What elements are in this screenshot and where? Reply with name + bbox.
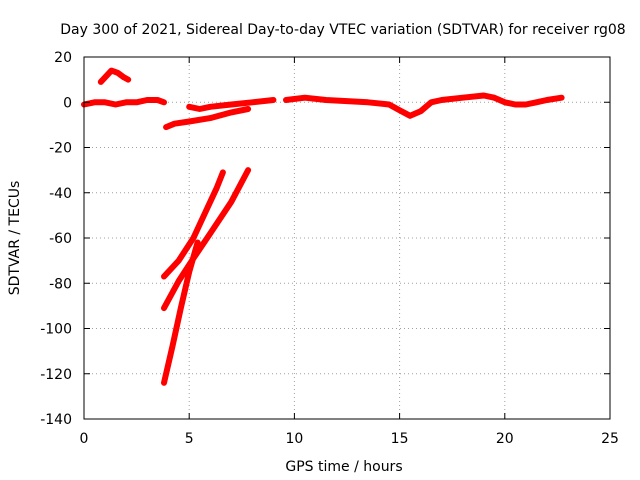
x-tick-label: 15 [391,431,409,447]
trace-main-0-4 [81,97,167,108]
y-tick-label: -60 [49,231,72,247]
trace-arc-1-2 [97,67,132,85]
trace-steep-c [161,239,201,386]
x-tick-label: 0 [80,431,89,447]
trace-steep-a [161,169,226,280]
x-tick-label: 5 [185,431,194,447]
y-tick-label: -40 [49,186,72,202]
y-tick-label: -140 [40,412,72,428]
y-tick-label: 20 [54,50,72,66]
series-layer [81,67,565,386]
x-tick-label: 20 [496,431,514,447]
trace-lower-4-8 [163,106,252,131]
trace-main-10-23 [283,92,565,119]
x-tick-label: 10 [285,431,303,447]
x-axis-label: GPS time / hours [285,459,402,475]
trace-steep-b [161,167,252,312]
chart-title: Day 300 of 2021, Sidereal Day-to-day VTE… [60,22,625,38]
y-tick-label: -100 [40,322,72,338]
grid-layer [84,57,610,419]
y-tick-label: -80 [49,276,72,292]
plot-frame [83,56,611,420]
trace-mid-5-9 [186,97,277,112]
y-tick-label: -20 [49,141,72,157]
axis-layer: 0 5 10 15 20 25 -140 -120 -100 -80 -60 -40 -20 0 20 [40,50,619,447]
y-tick-label: 0 [63,95,72,111]
y-axis-label: SDTVAR / TECUs [7,181,23,296]
y-tick-label: -120 [40,367,72,383]
x-tick-label: 25 [601,431,619,447]
